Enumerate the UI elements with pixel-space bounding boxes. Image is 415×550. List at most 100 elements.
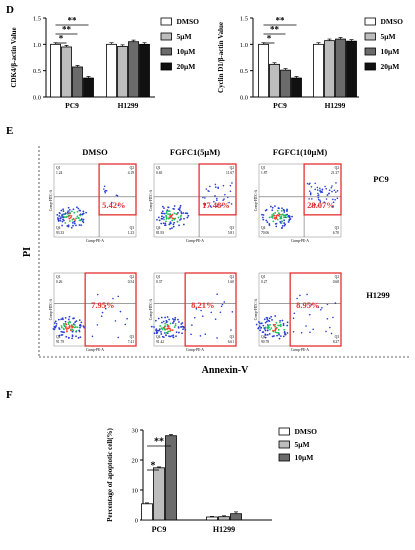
scatter-point xyxy=(161,210,164,213)
legend-label: 20μM xyxy=(381,62,400,71)
scatter-point xyxy=(280,210,283,212)
scatter-point xyxy=(59,217,62,220)
bar xyxy=(117,46,128,98)
bar xyxy=(153,467,165,521)
quadrant-name: Q4 xyxy=(261,226,266,230)
scatter-point xyxy=(60,216,63,218)
scatter-point xyxy=(316,189,319,191)
scatter-point xyxy=(320,308,322,311)
scatter-point xyxy=(71,337,73,340)
scatter-point xyxy=(201,315,204,317)
scatter-point xyxy=(281,319,284,322)
scatter-point xyxy=(67,206,70,209)
scatter-point xyxy=(266,329,269,332)
scatter-point xyxy=(275,214,278,217)
scatter-point xyxy=(326,317,329,320)
scatter-point xyxy=(181,332,183,335)
scatter-point xyxy=(103,185,106,188)
scatter-point xyxy=(286,321,289,324)
scatter-point xyxy=(183,217,185,220)
quadrant-value: 93.33 xyxy=(56,231,64,235)
bar xyxy=(141,503,153,521)
scatter-point xyxy=(100,315,103,318)
scatter-point xyxy=(195,308,198,310)
scatter-point xyxy=(281,220,283,223)
scatter-point xyxy=(270,205,272,208)
scatter-point xyxy=(96,293,99,296)
scatter-point xyxy=(171,213,174,216)
scatter-point xyxy=(61,331,64,333)
scatter-point xyxy=(321,307,323,309)
bar xyxy=(269,63,280,98)
quadrant-name: Q2 xyxy=(335,166,340,170)
scatter-point xyxy=(68,315,71,318)
legend-swatch xyxy=(278,453,290,462)
plot-area xyxy=(258,163,342,238)
scatter-point xyxy=(204,203,207,205)
scatter-point xyxy=(73,211,76,214)
quadrant-name: Q1 xyxy=(261,275,266,279)
scatter-point xyxy=(271,217,274,219)
scatter-point xyxy=(70,215,73,217)
scatter-point xyxy=(215,199,218,202)
scatter-point xyxy=(182,325,185,328)
scatter-point xyxy=(278,207,280,210)
scatter-point xyxy=(276,334,278,337)
scatter-point xyxy=(274,328,277,330)
plot-area xyxy=(53,163,137,238)
scatter-point xyxy=(182,328,184,331)
quadrant-name: Q1 xyxy=(56,275,61,279)
quadrant-name: Q4 xyxy=(156,226,161,230)
scatter-point xyxy=(281,213,284,216)
scatter-point xyxy=(283,328,286,331)
scatter-point xyxy=(75,330,78,332)
scatter-point xyxy=(210,311,213,314)
scatter-point xyxy=(173,318,175,321)
scatter-point xyxy=(309,331,311,334)
quadrant-name: Q4 xyxy=(56,226,61,230)
scatter-point xyxy=(62,208,64,211)
scatter-point xyxy=(314,203,316,206)
plot-area xyxy=(53,272,137,347)
scatter-point xyxy=(79,324,81,327)
scatter-point xyxy=(317,192,319,195)
scatter-point xyxy=(59,219,62,222)
scatter-point xyxy=(165,214,168,217)
quadrant-name: Q1 xyxy=(156,275,161,279)
scatter-point xyxy=(204,333,207,336)
scatter-point xyxy=(70,226,73,229)
scatter-point xyxy=(58,327,60,329)
plot-y-axis-title: Comp-FITC-A xyxy=(149,298,153,320)
scatter-point xyxy=(104,189,107,192)
scatter-point xyxy=(260,322,263,325)
scatter-point xyxy=(79,336,82,338)
quadrant-name: Q2 xyxy=(130,166,135,170)
legend-swatch xyxy=(160,62,172,71)
scatter-point xyxy=(200,309,202,312)
scatter-point xyxy=(309,193,312,196)
scatter-point xyxy=(336,190,339,192)
panel-label-d: D xyxy=(6,4,14,16)
scatter-point xyxy=(271,214,273,216)
scatter-point xyxy=(223,198,225,200)
scatter-point xyxy=(181,322,184,324)
bar xyxy=(83,77,94,98)
scatter-point xyxy=(216,205,218,208)
scatter-point xyxy=(317,306,320,309)
scatter-point xyxy=(325,198,328,200)
scatter-point xyxy=(231,182,233,184)
scatter-point xyxy=(62,318,64,321)
scatter-point xyxy=(162,222,165,225)
scatter-point xyxy=(124,323,127,326)
scatter-point xyxy=(205,188,208,190)
scatter-point xyxy=(58,212,61,215)
scatter-point xyxy=(333,189,336,192)
scatter-point xyxy=(273,214,276,217)
apoptosis-percentage: 8.95% xyxy=(296,300,319,310)
scatter-point xyxy=(175,213,178,215)
scatter-point xyxy=(63,331,65,334)
scatter-point xyxy=(177,318,179,321)
plot-x-axis-title: Comp-PE-A xyxy=(291,239,309,243)
scatter-point xyxy=(306,293,308,296)
